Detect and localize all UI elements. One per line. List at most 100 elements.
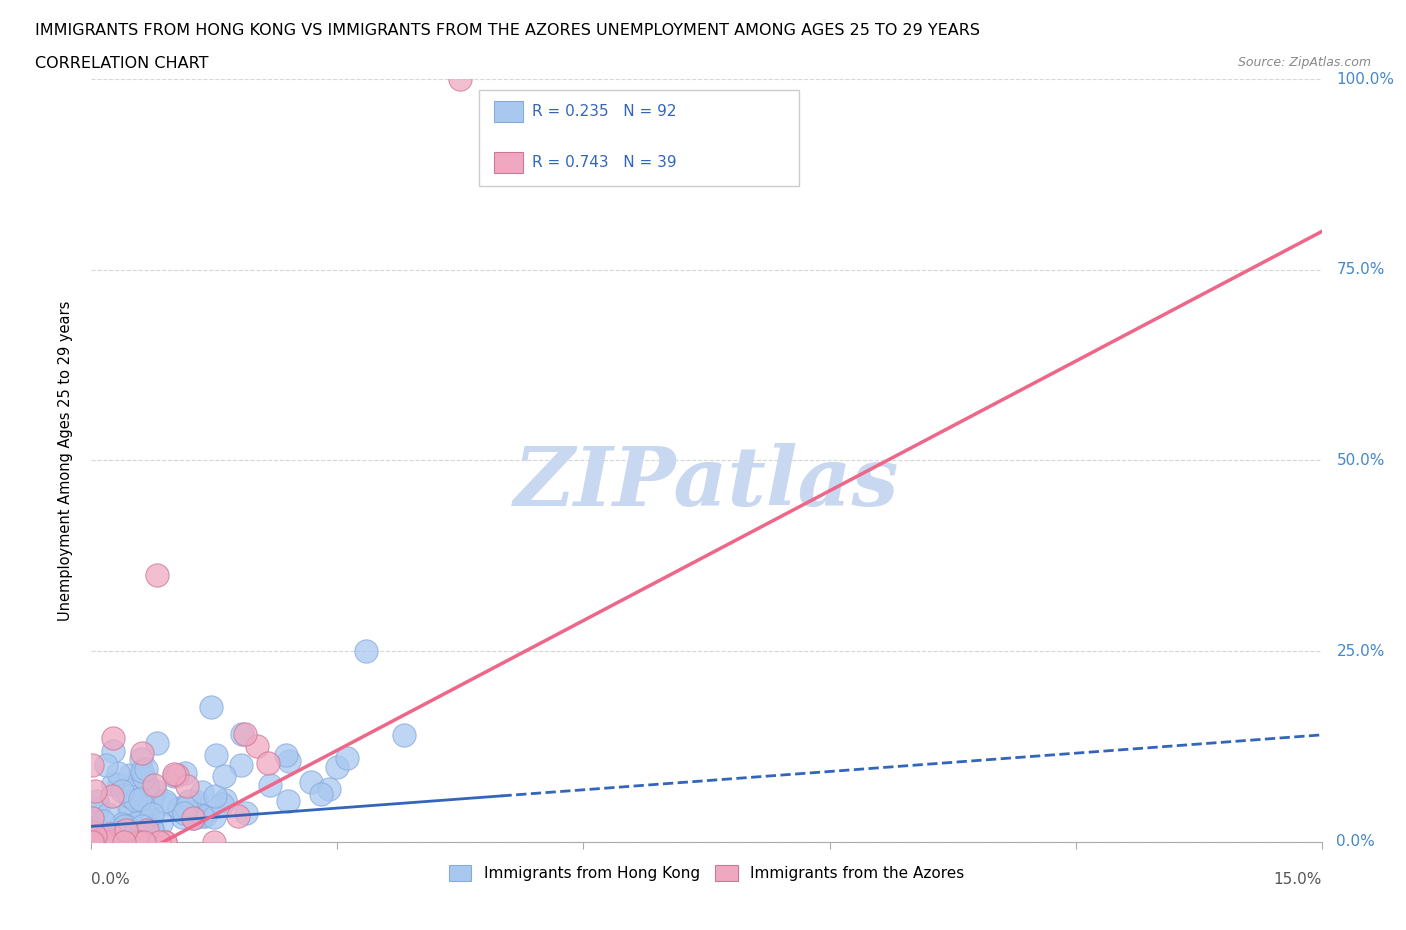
Point — [110, 825, 132, 840]
Point — [257, 756, 280, 771]
Point — [202, 834, 225, 849]
Point — [299, 775, 322, 790]
Point — [101, 789, 124, 804]
Point — [131, 764, 153, 778]
Point — [211, 796, 233, 811]
Point — [118, 768, 141, 783]
Text: R = 0.743   N = 39: R = 0.743 N = 39 — [531, 154, 676, 169]
Point — [98, 825, 121, 840]
Point — [135, 777, 157, 792]
Point — [146, 567, 169, 582]
Text: 75.0%: 75.0% — [1336, 262, 1385, 277]
Point — [141, 806, 163, 821]
Point — [163, 768, 186, 783]
Point — [173, 765, 195, 780]
Point — [94, 834, 117, 849]
Text: CORRELATION CHART: CORRELATION CHART — [35, 56, 208, 71]
Legend: Immigrants from Hong Kong, Immigrants from the Azores: Immigrants from Hong Kong, Immigrants fr… — [443, 859, 970, 887]
Point — [82, 757, 104, 772]
Text: R = 0.235   N = 92: R = 0.235 N = 92 — [531, 104, 676, 119]
Point — [226, 808, 249, 823]
Point — [136, 810, 159, 825]
Point — [101, 777, 124, 791]
Point — [202, 809, 225, 824]
Point — [118, 789, 141, 804]
Point — [82, 824, 104, 839]
Point — [82, 834, 104, 849]
Point — [107, 765, 129, 780]
Point — [141, 822, 163, 837]
Point — [132, 834, 155, 849]
Point — [131, 746, 153, 761]
Text: Source: ZipAtlas.com: Source: ZipAtlas.com — [1237, 56, 1371, 69]
Point — [136, 823, 159, 838]
Point — [115, 818, 138, 833]
Point — [87, 831, 110, 846]
Point — [129, 808, 152, 823]
Point — [163, 767, 186, 782]
Text: IMMIGRANTS FROM HONG KONG VS IMMIGRANTS FROM THE AZORES UNEMPLOYMENT AMONG AGES : IMMIGRANTS FROM HONG KONG VS IMMIGRANTS … — [35, 23, 980, 38]
FancyBboxPatch shape — [479, 90, 799, 186]
Point — [181, 811, 204, 826]
Point — [235, 805, 257, 820]
Point — [103, 833, 125, 848]
Point — [108, 777, 131, 791]
Text: 0.0%: 0.0% — [1336, 834, 1375, 849]
Point — [82, 810, 104, 825]
Point — [120, 799, 142, 814]
Point — [135, 762, 157, 777]
Point — [143, 777, 166, 792]
Point — [191, 785, 214, 800]
Text: 0.0%: 0.0% — [91, 872, 131, 887]
Point — [449, 72, 471, 86]
Point — [131, 768, 153, 783]
Point — [134, 823, 156, 838]
Point — [231, 726, 253, 741]
Point — [127, 834, 149, 849]
Point — [111, 784, 134, 799]
Point — [181, 810, 204, 825]
Point — [259, 777, 281, 792]
Point — [128, 816, 150, 830]
Point — [84, 829, 107, 844]
Point — [318, 781, 340, 796]
Point — [212, 769, 235, 784]
Point — [155, 834, 177, 849]
Point — [153, 834, 176, 849]
Point — [82, 833, 104, 848]
Point — [132, 799, 155, 814]
Point — [129, 834, 152, 849]
Point — [153, 793, 176, 808]
Point — [176, 778, 198, 793]
Point — [115, 822, 138, 837]
Point — [156, 796, 179, 811]
Point — [93, 834, 115, 849]
Point — [124, 792, 146, 807]
Point — [129, 751, 152, 766]
Point — [86, 793, 108, 808]
Point — [124, 826, 146, 841]
Point — [110, 834, 132, 849]
Point — [150, 816, 173, 830]
Point — [166, 767, 188, 782]
Point — [103, 744, 125, 759]
Y-axis label: Unemployment Among Ages 25 to 29 years: Unemployment Among Ages 25 to 29 years — [58, 300, 73, 620]
Point — [111, 817, 134, 831]
Point — [170, 810, 193, 825]
Point — [97, 834, 120, 849]
Point — [173, 805, 195, 820]
Point — [83, 834, 105, 849]
Point — [177, 793, 200, 808]
Point — [143, 784, 166, 799]
Point — [277, 793, 299, 808]
Point — [274, 748, 297, 763]
Point — [356, 644, 378, 658]
Point — [309, 786, 332, 801]
Point — [97, 807, 120, 822]
Point — [89, 830, 111, 845]
Point — [124, 825, 146, 840]
Point — [98, 827, 121, 842]
Point — [82, 820, 104, 835]
Point — [138, 818, 160, 833]
Point — [96, 758, 118, 773]
